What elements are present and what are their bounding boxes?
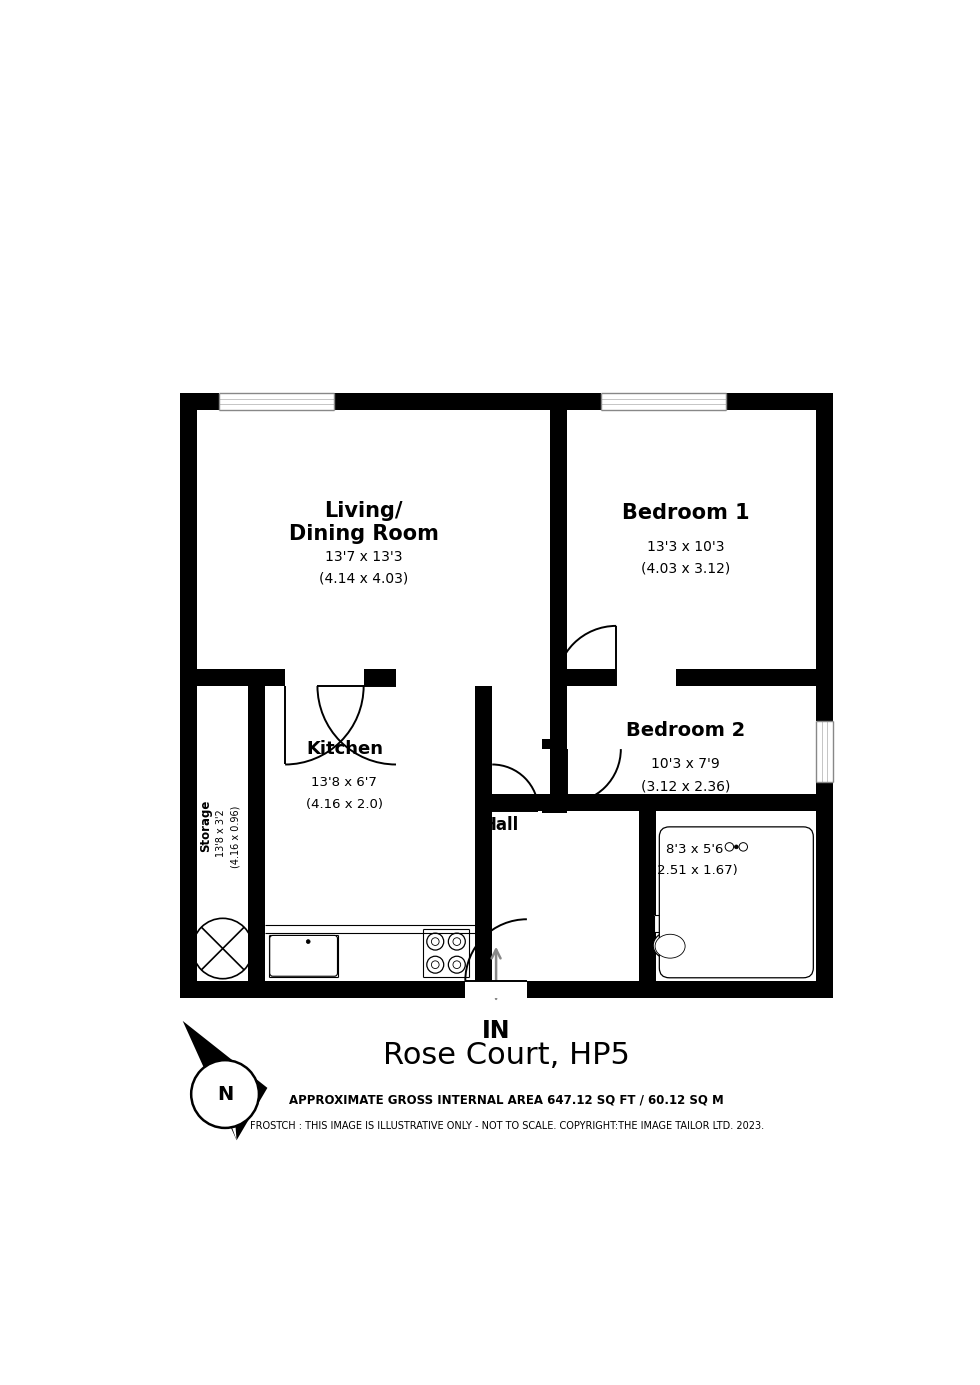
Bar [466, 981, 527, 997]
FancyBboxPatch shape [270, 935, 337, 976]
Text: 13'7 x 13'3: 13'7 x 13'3 [325, 550, 403, 564]
Text: (3.12 x 2.36): (3.12 x 2.36) [641, 778, 730, 794]
Bar [566, 669, 616, 686]
Ellipse shape [653, 932, 687, 960]
Bar [269, 935, 338, 976]
Bar [180, 393, 833, 410]
Text: Hall: Hall [482, 816, 518, 834]
Bar [676, 669, 816, 686]
Bar [542, 740, 566, 749]
Text: 10'3 x 7'9: 10'3 x 7'9 [651, 758, 720, 771]
Text: 8'3 x 5'6: 8'3 x 5'6 [666, 842, 723, 856]
Bar [180, 393, 197, 997]
Bar [654, 915, 686, 932]
Text: (4.03 x 3.12): (4.03 x 3.12) [641, 561, 730, 575]
Ellipse shape [655, 935, 685, 958]
Text: Living/
Dining Room: Living/ Dining Room [289, 501, 439, 544]
Bar [542, 803, 566, 813]
Bar [248, 686, 266, 981]
Bar [180, 981, 833, 997]
Bar [364, 669, 396, 686]
Circle shape [307, 939, 310, 943]
Text: Kitchen: Kitchen [306, 740, 383, 758]
Text: Bedroom 2: Bedroom 2 [626, 722, 745, 740]
Bar [492, 794, 816, 810]
Text: FROSTCH : THIS IMAGE IS ILLUSTRATIVE ONLY - NOT TO SCALE. COPYRIGHT:THE IMAGE TA: FROSTCH : THIS IMAGE IS ILLUSTRATIVE ONL… [250, 1122, 764, 1132]
Text: IN: IN [482, 1019, 511, 1043]
Bar [197, 669, 285, 686]
Text: N: N [217, 1084, 233, 1104]
Bar [639, 794, 657, 981]
Text: (4.14 x 4.03): (4.14 x 4.03) [319, 571, 409, 584]
Bar [423, 929, 469, 976]
Text: 13'8 x 6'7: 13'8 x 6'7 [312, 777, 377, 789]
Bar [601, 393, 725, 410]
Text: (2.51 x 1.67): (2.51 x 1.67) [652, 864, 738, 877]
Polygon shape [212, 1069, 236, 1140]
FancyBboxPatch shape [660, 827, 813, 978]
Text: 13'3 x 10'3: 13'3 x 10'3 [647, 540, 724, 554]
Circle shape [734, 845, 738, 849]
Bar [266, 925, 475, 933]
Bar [219, 393, 334, 410]
Bar [550, 686, 566, 810]
Text: Rose Court, HP5: Rose Court, HP5 [383, 1042, 630, 1071]
Text: APPROXIMATE GROSS INTERNAL AREA 647.12 SQ FT / 60.12 SQ M: APPROXIMATE GROSS INTERNAL AREA 647.12 S… [289, 1094, 724, 1107]
Bar [816, 393, 833, 997]
Text: (4.16 x 2.0): (4.16 x 2.0) [306, 798, 383, 812]
Text: Storage: Storage [199, 799, 213, 852]
Circle shape [191, 1060, 259, 1127]
Polygon shape [182, 1021, 268, 1140]
Bar [816, 720, 833, 783]
Bar [550, 410, 566, 686]
Bar [665, 921, 674, 928]
Bar [663, 831, 808, 974]
Text: Bedroom 1: Bedroom 1 [621, 503, 750, 522]
Bar [475, 686, 492, 981]
Text: 13'8 x 3'2: 13'8 x 3'2 [217, 809, 226, 857]
Text: (4.16 x 0.96): (4.16 x 0.96) [231, 806, 241, 868]
